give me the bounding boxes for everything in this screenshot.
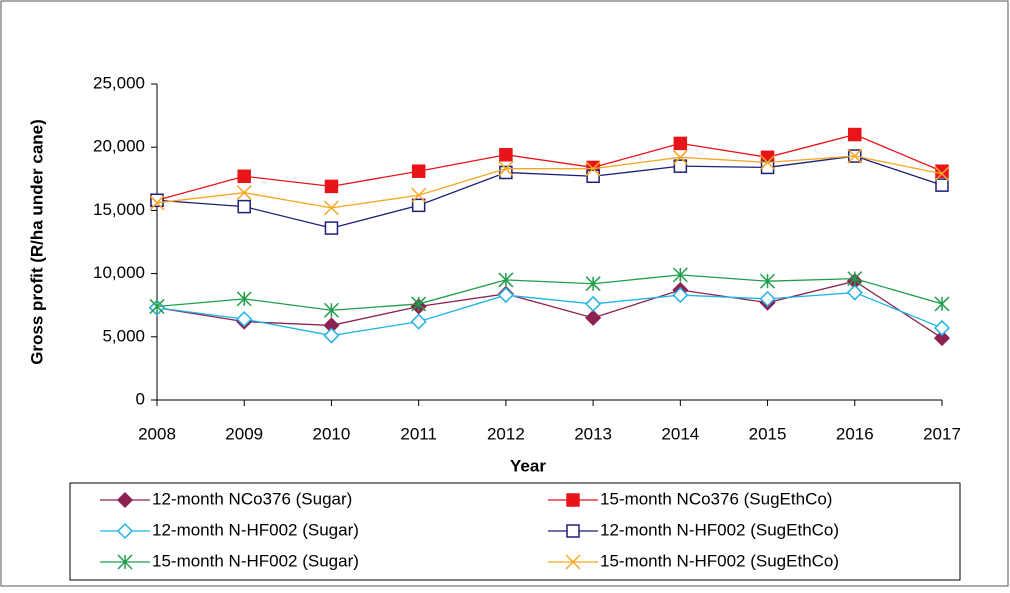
marker xyxy=(933,319,951,337)
x-tick-label: 2016 xyxy=(836,424,874,443)
x-tick-label: 2012 xyxy=(487,424,525,443)
marker xyxy=(672,149,688,165)
marker xyxy=(411,164,426,178)
legend-label: 12-month NCo376 (Sugar) xyxy=(152,489,352,508)
legend xyxy=(69,482,961,581)
marker xyxy=(934,166,950,182)
marker xyxy=(848,127,862,142)
y-tick-label: 25,000 xyxy=(93,73,145,92)
marker xyxy=(497,287,514,304)
y-tick-label: 15,000 xyxy=(93,200,145,219)
series-line xyxy=(156,155,943,229)
marker xyxy=(498,272,514,288)
marker xyxy=(760,154,776,170)
marker xyxy=(586,169,600,184)
marker xyxy=(324,221,339,235)
marker xyxy=(237,199,251,214)
marker xyxy=(236,311,253,328)
marker xyxy=(672,287,689,304)
marker xyxy=(760,273,776,289)
legend-marker xyxy=(565,554,581,570)
legend-marker xyxy=(116,522,134,540)
x-axis-title: Year xyxy=(510,456,546,475)
marker xyxy=(585,295,602,312)
x-tick-label: 2009 xyxy=(225,424,263,443)
marker xyxy=(411,296,427,312)
x-tick-label: 2010 xyxy=(313,424,351,443)
marker xyxy=(323,200,339,216)
y-axis-title: Gross profit (R/ha under cane) xyxy=(27,119,46,365)
marker xyxy=(934,296,950,312)
series-line xyxy=(156,291,943,337)
marker xyxy=(410,313,427,330)
series-line xyxy=(156,155,943,209)
series-line xyxy=(156,280,943,339)
marker xyxy=(323,302,339,318)
marker xyxy=(149,195,165,211)
y-tick-label: 10,000 xyxy=(93,263,145,282)
legend-label: 15-month N-HF002 (SugEthCo) xyxy=(600,551,839,570)
x-tick-label: 2008 xyxy=(138,424,176,443)
marker xyxy=(847,148,863,164)
marker xyxy=(673,159,688,173)
marker xyxy=(149,298,165,314)
legend-marker xyxy=(566,524,580,538)
marker xyxy=(933,330,951,347)
marker xyxy=(585,161,601,177)
marker xyxy=(935,164,949,178)
y-tick-label: 0 xyxy=(136,389,145,408)
y-tick-label: 20,000 xyxy=(93,137,145,156)
marker xyxy=(498,161,514,177)
marker xyxy=(237,169,251,184)
marker xyxy=(935,178,949,192)
marker xyxy=(236,291,252,307)
marker xyxy=(759,290,776,307)
marker xyxy=(673,136,688,151)
legend-marker xyxy=(566,493,580,507)
marker xyxy=(499,148,513,162)
marker xyxy=(585,276,601,292)
marker xyxy=(411,198,426,213)
x-tick-label: 2013 xyxy=(574,424,612,443)
x-tick-label: 2015 xyxy=(749,424,787,443)
marker xyxy=(150,193,164,208)
series-line xyxy=(156,274,943,311)
y-tick-label: 5,000 xyxy=(102,326,145,345)
marker xyxy=(324,179,339,194)
legend-label: 15-month NCo376 (SugEthCo) xyxy=(600,489,832,508)
marker xyxy=(323,327,340,344)
marker xyxy=(846,284,863,301)
marker xyxy=(411,187,427,203)
legend-marker xyxy=(116,491,134,509)
x-tick-label: 2014 xyxy=(661,424,699,443)
marker xyxy=(672,267,688,283)
series-line xyxy=(156,133,943,201)
legend-marker xyxy=(117,554,133,570)
legend-label: 12-month N-HF002 (Sugar) xyxy=(152,520,359,539)
x-tick-label: 2017 xyxy=(923,424,961,443)
marker xyxy=(585,309,602,326)
x-tick-label: 2011 xyxy=(400,424,437,443)
legend-label: 15-month N-HF002 (Sugar) xyxy=(152,551,359,570)
marker xyxy=(236,185,252,201)
marker xyxy=(847,271,863,287)
legend-label: 12-month N-HF002 (SugEthCo) xyxy=(600,520,839,539)
